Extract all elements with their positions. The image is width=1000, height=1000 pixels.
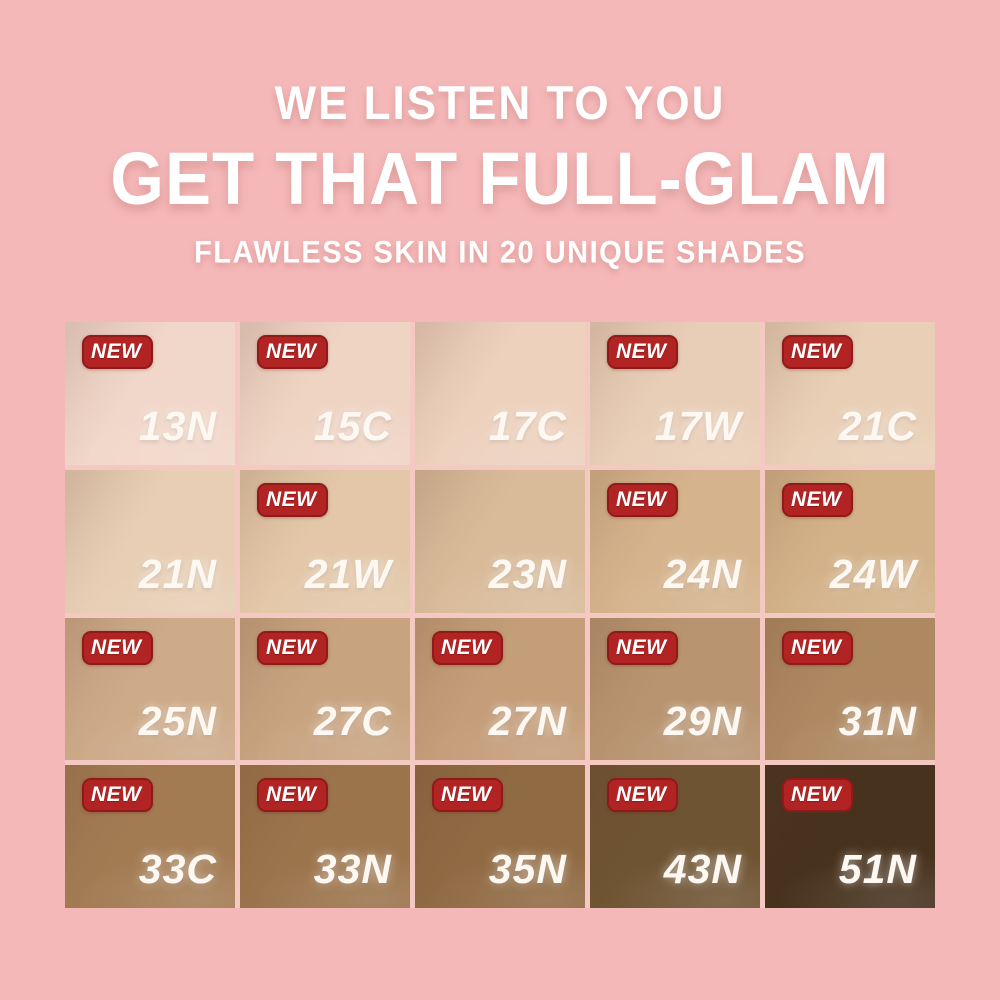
shade-label: 51N — [838, 846, 917, 892]
header-subtitle-top: WE LISTEN TO YOU — [274, 77, 726, 130]
shade-label: 33C — [138, 846, 217, 892]
shade-swatch: NEW 51N — [765, 765, 935, 908]
shade-label: 29N — [663, 698, 742, 745]
shade-label: 21C — [838, 402, 917, 449]
new-badge: NEW — [82, 630, 153, 665]
new-badge: NEW — [782, 335, 853, 369]
shade-label: 21N — [138, 550, 217, 597]
shade-swatch: NEW 29N — [590, 617, 760, 761]
new-badge: NEW — [257, 630, 328, 665]
shade-label: 15C — [313, 402, 392, 449]
shade-swatch: 21N — [65, 469, 235, 613]
new-badge: NEW — [432, 778, 503, 813]
shade-label: 23N — [488, 550, 567, 597]
shade-label: 21W — [304, 550, 392, 597]
shade-label: 31N — [838, 698, 917, 745]
shade-label: 27C — [313, 698, 392, 745]
shade-label: 25N — [138, 698, 217, 745]
shade-swatch: NEW 43N — [590, 765, 760, 908]
new-badge: NEW — [782, 482, 853, 517]
new-badge: NEW — [782, 778, 853, 813]
shade-label: 27N — [488, 698, 567, 745]
shade-swatch: NEW 17W — [590, 322, 760, 465]
header-title: GET THAT FULL-GLAM — [110, 136, 890, 221]
new-badge: NEW — [432, 630, 503, 665]
shade-swatch: NEW 24N — [590, 469, 760, 613]
shade-label: 17W — [654, 402, 742, 449]
new-badge: NEW — [607, 482, 678, 517]
shade-swatch: NEW 15C — [240, 322, 410, 465]
new-badge: NEW — [257, 778, 328, 813]
shade-swatch: NEW 24W — [765, 469, 935, 613]
shade-label: 43N — [663, 846, 742, 892]
shade-swatch: NEW 31N — [765, 617, 935, 761]
shade-swatch: NEW 21C — [765, 322, 935, 465]
shade-grid: NEW 13N NEW 15C 17C NEW 17W NEW 21C 21N NEW 21W 23N N… — [65, 322, 935, 908]
shade-swatch: NEW 13N — [65, 322, 235, 465]
shade-label: 33N — [313, 846, 392, 892]
new-badge: NEW — [257, 482, 328, 517]
shade-label: 13N — [138, 402, 217, 449]
new-badge: NEW — [257, 335, 328, 369]
shade-swatch: NEW 27C — [240, 617, 410, 761]
shade-swatch: NEW 35N — [415, 765, 585, 908]
header-tagline: FLAWLESS SKIN IN 20 UNIQUE SHADES — [194, 235, 806, 271]
shade-swatch: NEW 21W — [240, 469, 410, 613]
shade-label: 35N — [488, 846, 567, 892]
header: WE LISTEN TO YOU GET THAT FULL-GLAM FLAW… — [0, 0, 1000, 271]
shade-swatch: NEW 25N — [65, 617, 235, 761]
shade-label: 24N — [663, 550, 742, 597]
new-badge: NEW — [607, 335, 678, 369]
new-badge: NEW — [607, 630, 678, 665]
new-badge: NEW — [607, 778, 678, 813]
new-badge: NEW — [82, 335, 153, 369]
shade-label: 24W — [829, 550, 917, 597]
shade-swatch: 17C — [415, 322, 585, 465]
shade-label: 17C — [488, 402, 567, 449]
shade-swatch: NEW 33C — [65, 765, 235, 908]
new-badge: NEW — [782, 630, 853, 665]
shade-swatch: NEW 27N — [415, 617, 585, 761]
new-badge: NEW — [82, 778, 153, 813]
shade-swatch: 23N — [415, 469, 585, 613]
shade-swatch: NEW 33N — [240, 765, 410, 908]
